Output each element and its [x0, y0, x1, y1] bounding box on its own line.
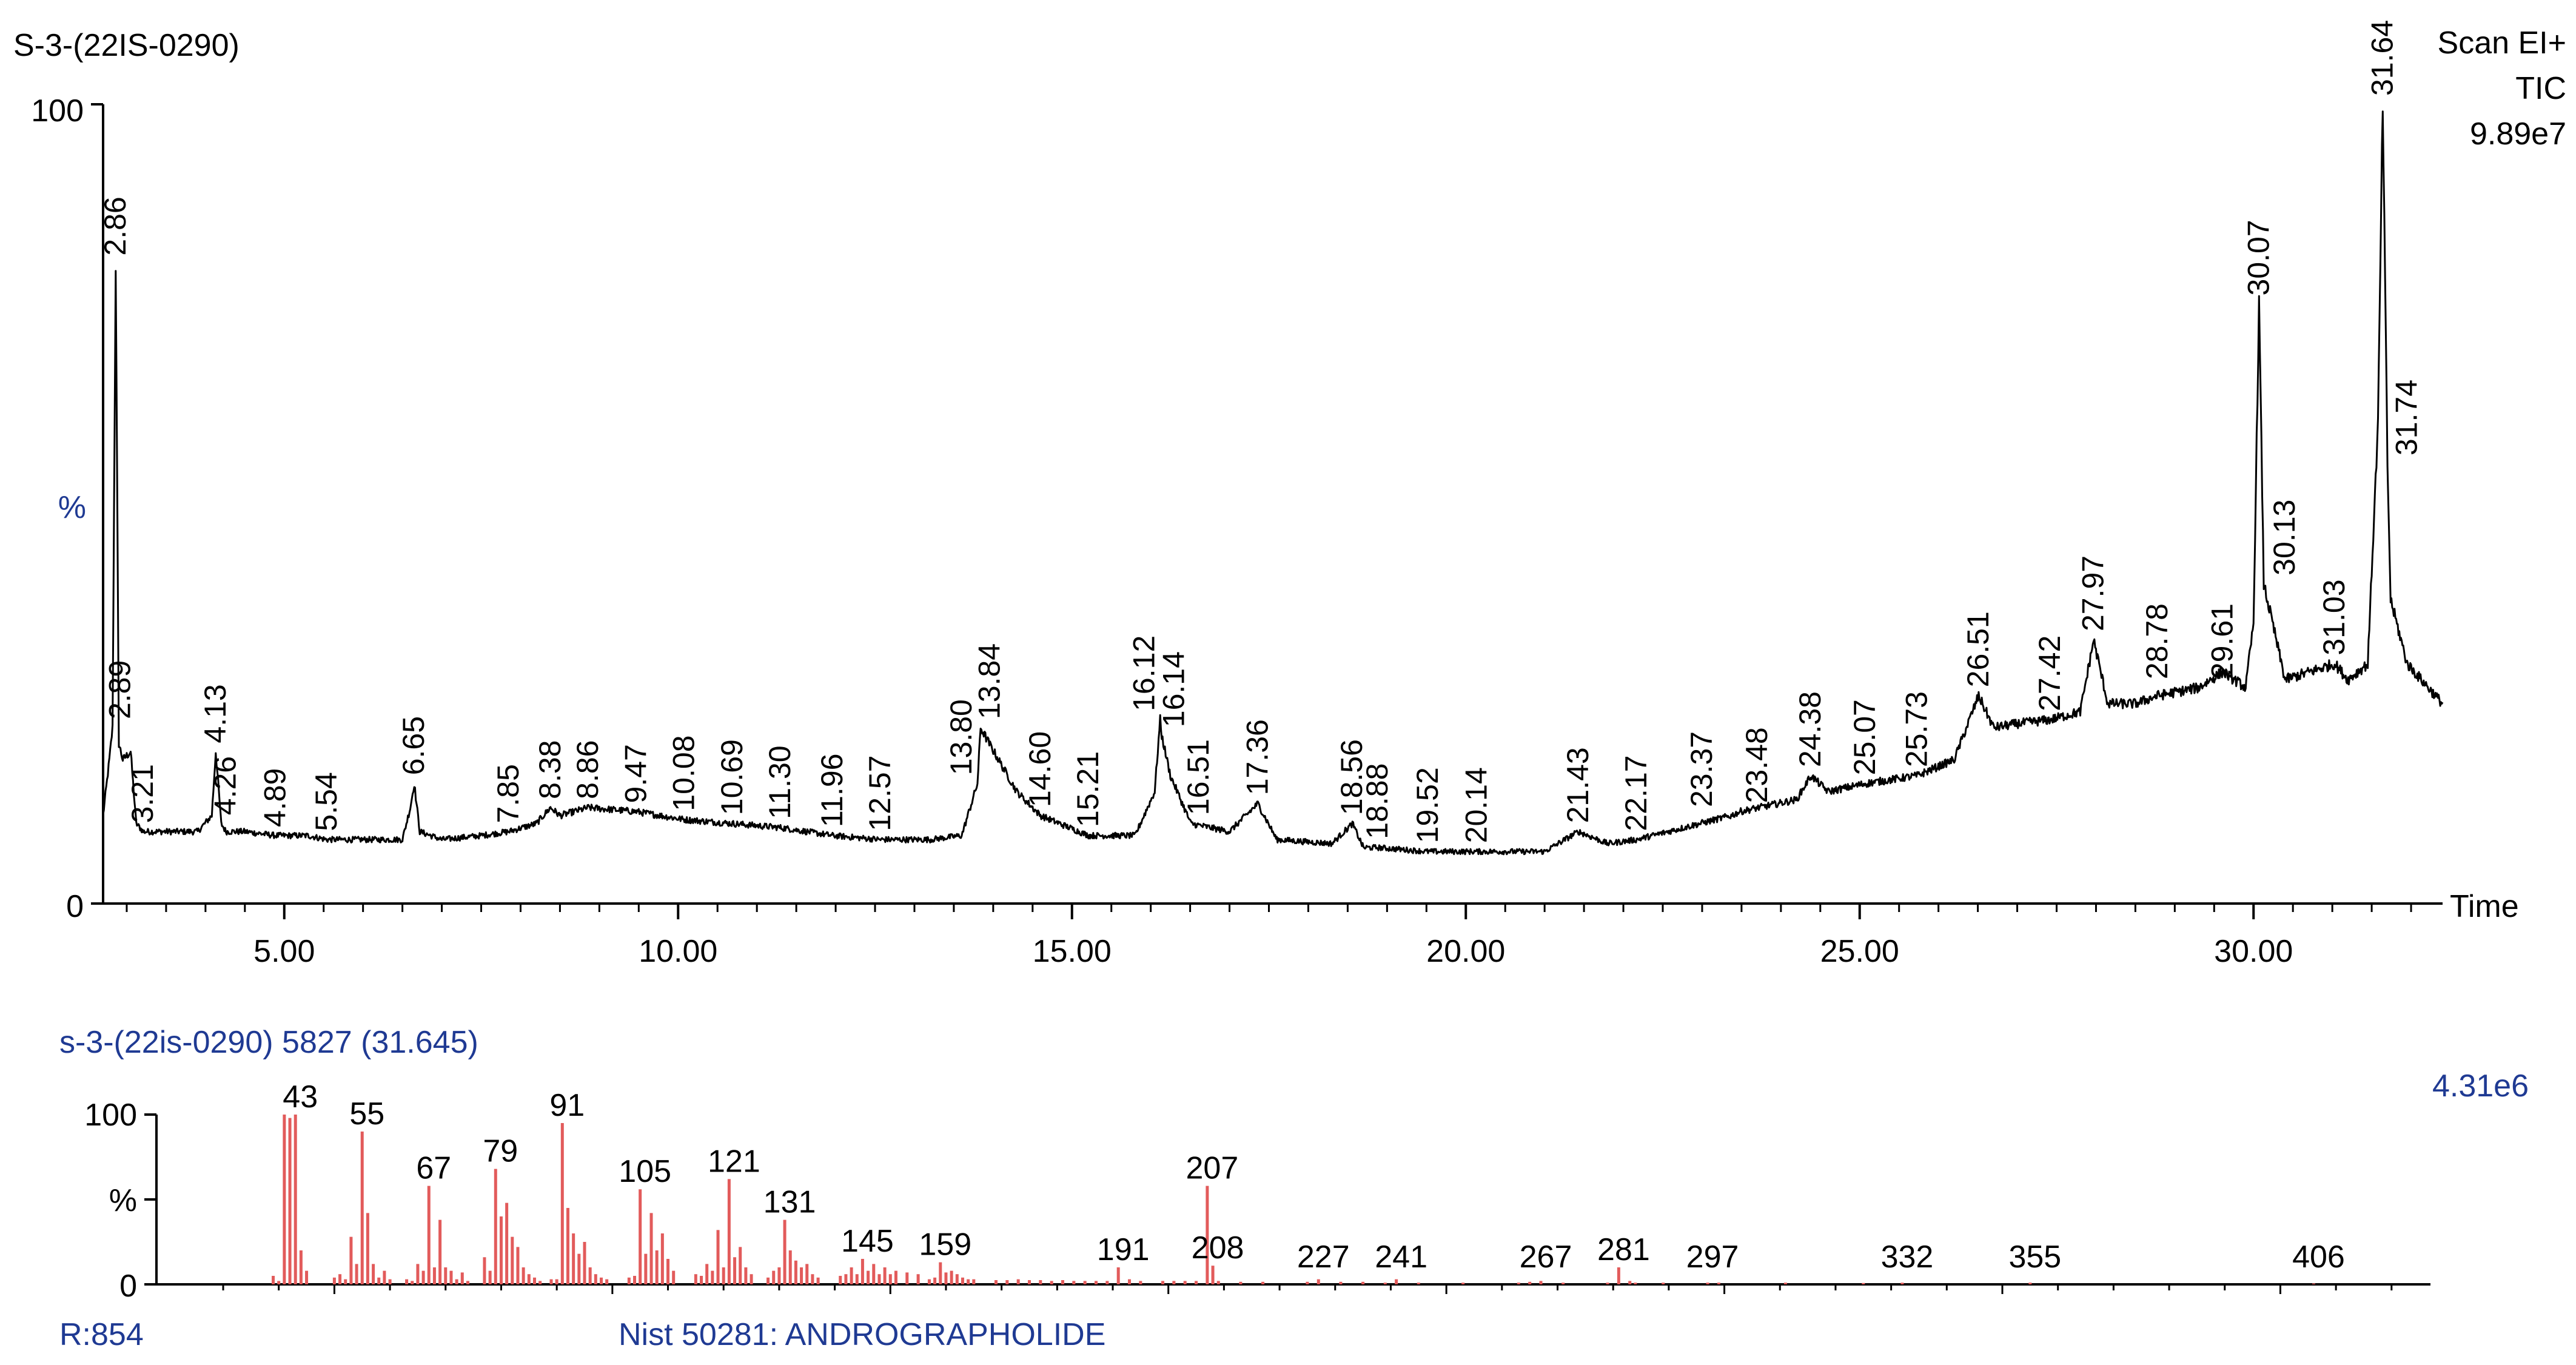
spectrum-y-axis-label: % — [109, 1183, 137, 1218]
match-score: R:854 — [59, 1317, 144, 1352]
spectrum-peak-label: 297 — [1686, 1239, 1739, 1275]
library-hit: Nist 50281: ANDROGRAPHOLIDE — [619, 1317, 1105, 1352]
peak-label: 10.08 — [667, 735, 701, 811]
peak-label: 3.21 — [126, 764, 159, 823]
spectrum-peak-label: 208 — [1192, 1230, 1244, 1266]
spectrum-peak-label: 191 — [1097, 1232, 1150, 1267]
spectrum-peak-label: 267 — [1520, 1239, 1572, 1275]
peak-label: 18.56 — [1335, 739, 1369, 815]
peak-label: 11.96 — [815, 754, 849, 827]
spectrum-peak-label: 227 — [1297, 1239, 1350, 1275]
spectrum-peak-label: 131 — [763, 1185, 816, 1220]
peak-label: 14.60 — [1023, 731, 1057, 807]
peak-label: 10.69 — [715, 739, 749, 815]
spectrum-peak-label: 207 — [1186, 1151, 1239, 1186]
peak-label: 16.12 — [1127, 636, 1161, 711]
peak-label: 25.73 — [1900, 691, 1934, 767]
peak-label: 2.86 — [98, 196, 132, 255]
x-tick-label: 15.00 — [1033, 934, 1112, 969]
spectrum-peak-label: 241 — [1375, 1239, 1427, 1275]
spectrum-peak-label: 159 — [919, 1227, 971, 1263]
x-tick-label: 5.00 — [253, 934, 315, 969]
peak-label: 31.03 — [2317, 579, 2351, 655]
y-axis-label: % — [58, 490, 86, 525]
trace-type-label: TIC — [2515, 71, 2566, 106]
peak-label: 8.86 — [571, 740, 605, 799]
x-tick-label: 30.00 — [2214, 934, 2293, 969]
peak-label: 20.14 — [1459, 767, 1493, 843]
peak-label: 11.30 — [763, 745, 797, 819]
peak-label: 4.13 — [198, 684, 232, 743]
spectrum-peak-label: 55 — [349, 1096, 384, 1132]
x-tick-label: 20.00 — [1426, 934, 1505, 969]
spectrum-title: s-3-(22is-0290) 5827 (31.645) — [59, 1025, 478, 1060]
x-axis-label: Time — [2450, 889, 2519, 924]
peak-label: 23.48 — [1740, 727, 1774, 803]
peak-label: 22.17 — [1619, 755, 1653, 831]
spectrum-bars — [272, 1115, 2315, 1284]
peak-label: 31.64 — [2365, 20, 2399, 96]
y-tick-label-0: 0 — [66, 889, 84, 924]
spectrum-peak-label: 105 — [619, 1154, 671, 1189]
peak-label: 27.97 — [2076, 555, 2110, 631]
chromatogram-panel: S-3-(22IS-0290) Scan EI+ TIC 9.89e7 100 … — [13, 20, 2566, 969]
spectrum-peak-label: 145 — [841, 1224, 894, 1259]
spectrum-max-intensity: 4.31e6 — [2432, 1068, 2529, 1104]
x-ticks: 5.00 10.00 15.00 20.00 25.00 30.00 — [253, 904, 2293, 969]
x-minor-ticks — [126, 904, 2412, 912]
peak-label: 12.57 — [863, 755, 897, 831]
spectrum-minor-ticks — [222, 1284, 2393, 1294]
spectrum-peak-label: 406 — [2292, 1239, 2345, 1275]
peak-label: 21.43 — [1561, 747, 1595, 823]
peak-label: 15.21 — [1071, 751, 1105, 827]
spectrum-peak-label: 281 — [1597, 1232, 1650, 1267]
spectrum-peak-label: 43 — [283, 1079, 318, 1115]
peak-label: 26.51 — [1961, 611, 1995, 687]
sample-label: S-3-(22IS-0290) — [13, 28, 240, 63]
x-tick-label: 10.00 — [639, 934, 717, 969]
peak-label: 30.13 — [2267, 500, 2301, 575]
spectrum-peak-label: 355 — [2008, 1239, 2061, 1275]
peak-label: 16.51 — [1181, 739, 1215, 815]
y-tick-label-100: 100 — [31, 93, 84, 129]
spectrum-peak-label: 67 — [416, 1151, 451, 1186]
spectrum-y-label-0: 0 — [119, 1269, 137, 1304]
peak-label: 13.80 — [944, 699, 978, 775]
peak-label: 8.38 — [533, 740, 567, 799]
max-intensity-label: 9.89e7 — [2470, 116, 2566, 152]
peak-label: 7.85 — [491, 764, 525, 823]
peak-label: 24.38 — [1793, 691, 1827, 767]
peak-label: 16.14 — [1157, 651, 1191, 727]
peak-label: 28.78 — [2140, 603, 2174, 679]
peak-label: 27.42 — [2033, 636, 2067, 711]
scan-mode-label: Scan EI+ — [2438, 25, 2566, 61]
spectrum-peak-label: 91 — [549, 1088, 585, 1123]
mass-spectrum-panel: s-3-(22is-0290) 5827 (31.645) 4.31e6 100… — [59, 1025, 2529, 1352]
peak-label: 9.47 — [619, 744, 652, 803]
peak-label: 13.84 — [973, 643, 1007, 719]
peak-labels: 2.86 2.89 3.21 4.13 4.26 4.89 5.54 6.65 7.85 8.38… — [98, 20, 2424, 843]
peak-label: 4.89 — [258, 768, 292, 827]
peak-label: 5.54 — [309, 772, 343, 831]
peak-label: 23.37 — [1685, 731, 1719, 807]
peak-label: 6.65 — [397, 716, 431, 775]
peak-label: 29.61 — [2205, 603, 2239, 679]
peak-label: 4.26 — [209, 756, 243, 815]
x-tick-label: 25.00 — [1820, 934, 1899, 969]
spectrum-peak-label: 79 — [483, 1134, 518, 1169]
peak-label: 31.74 — [2390, 380, 2424, 455]
spectrum-peak-label: 332 — [1881, 1239, 1934, 1275]
peak-label: 2.89 — [103, 660, 137, 719]
spectrum-peak-label: 121 — [708, 1144, 760, 1179]
spectrum-y-label-100: 100 — [84, 1098, 137, 1133]
peak-label: 17.36 — [1240, 719, 1274, 795]
peak-label: 19.52 — [1410, 767, 1444, 843]
peak-label: 18.88 — [1360, 763, 1394, 839]
peak-label: 25.07 — [1848, 699, 1882, 775]
peak-label: 30.07 — [2241, 220, 2275, 295]
tic-trace — [102, 110, 2444, 856]
